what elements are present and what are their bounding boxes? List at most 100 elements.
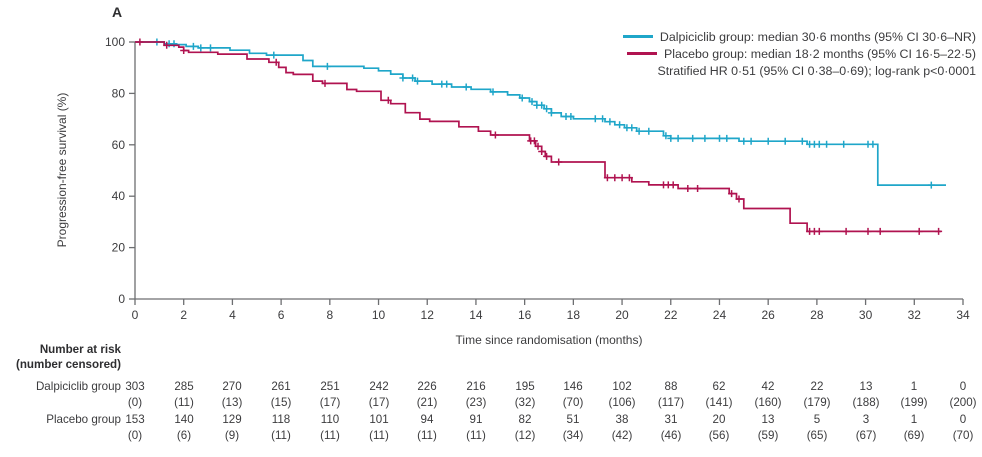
- censor-marks-placebo: [136, 38, 943, 235]
- km-curve-dalpiciclib: [135, 41, 946, 186]
- risk-cell-at-risk: 285: [174, 380, 194, 393]
- risk-cell-censored: (70): [952, 429, 974, 442]
- risk-cell-at-risk: 88: [664, 380, 678, 393]
- x-tick-label: 30: [859, 308, 873, 322]
- risk-cell-censored: (0): [127, 396, 143, 409]
- y-tick-label: 80: [112, 86, 126, 100]
- risk-cell-censored: (11): [466, 429, 486, 442]
- legend-row-hr: Stratified HR 0·51 (95% CI 0·38–0·69); l…: [623, 62, 976, 79]
- x-tick-label: 16: [518, 308, 532, 322]
- x-tick-label: 2: [180, 308, 187, 322]
- dalpiciclib-line-swatch: [622, 35, 653, 38]
- risk-cell-at-risk: 5: [813, 413, 821, 426]
- risk-cell-at-risk: 82: [518, 413, 532, 426]
- risk-cell-at-risk: 91: [469, 413, 483, 426]
- risk-cell-at-risk: 1: [910, 413, 918, 426]
- risk-cell-at-risk: 102: [612, 380, 632, 393]
- risk-cell-censored: (11): [417, 429, 437, 442]
- risk-cell-at-risk: 94: [420, 413, 434, 426]
- risk-cell-censored: (11): [320, 429, 340, 442]
- legend-hr-text: Stratified HR 0·51 (95% CI 0·38–0·69); l…: [657, 63, 976, 78]
- risk-cell-censored: (46): [660, 429, 682, 442]
- risk-table-header: Number at risk (number censored): [0, 342, 121, 372]
- risk-cell-at-risk: 118: [271, 413, 291, 426]
- legend: Dalpiciclib group: median 30·6 months (9…: [622, 28, 976, 79]
- risk-cell-censored: (67): [855, 429, 877, 442]
- risk-cell-censored: (12): [514, 429, 536, 442]
- risk-cell-censored: (106): [608, 396, 636, 409]
- legend-placebo-label: Placebo group: median 18·2 months (95% C…: [663, 46, 976, 61]
- risk-cell-at-risk: 303: [125, 380, 145, 393]
- placebo-line-swatch: [626, 52, 657, 55]
- risk-cell-censored: (11): [369, 429, 389, 442]
- axes-lines: [134, 42, 963, 300]
- risk-cell-at-risk: 146: [563, 380, 583, 393]
- risk-row-label: Placebo group: [46, 413, 121, 426]
- x-tick-label: 12: [421, 308, 435, 322]
- risk-cell-censored: (65): [806, 429, 828, 442]
- risk-cell-at-risk: 129: [222, 413, 242, 426]
- risk-cell-censored: (6): [176, 429, 192, 442]
- x-tick-label: 20: [615, 308, 629, 322]
- risk-cell-censored: (59): [757, 429, 779, 442]
- risk-cell-at-risk: 1: [910, 380, 918, 393]
- legend-row-placebo: Placebo group: median 18·2 months (95% C…: [623, 45, 976, 62]
- risk-cell-at-risk: 38: [615, 413, 629, 426]
- risk-cell-censored: (70): [562, 396, 584, 409]
- x-tick-label: 6: [278, 308, 285, 322]
- risk-cell-censored: (21): [416, 396, 438, 409]
- risk-cell-at-risk: 42: [761, 380, 775, 393]
- legend-dalpiciclib-label: Dalpiciclib group: median 30·6 months (9…: [659, 29, 976, 44]
- x-tick-label: 22: [664, 308, 678, 322]
- risk-cell-censored: (17): [368, 396, 390, 409]
- x-tick-label: 32: [908, 308, 922, 322]
- risk-cell-censored: (141): [705, 396, 733, 409]
- risk-cell-at-risk: 153: [125, 413, 145, 426]
- x-tick-label: 4: [229, 308, 236, 322]
- x-tick-label: 24: [713, 308, 727, 322]
- risk-cell-censored: (200): [949, 396, 977, 409]
- risk-cell-censored: (11): [271, 429, 291, 442]
- risk-table-subtitle: (number censored): [15, 358, 121, 371]
- risk-cell-censored: (34): [562, 429, 584, 442]
- risk-cell-at-risk: 195: [515, 380, 535, 393]
- panel-label: A: [112, 4, 123, 20]
- risk-cell-at-risk: 110: [320, 413, 340, 426]
- risk-cell-at-risk: 13: [859, 380, 873, 393]
- risk-cell-at-risk: 261: [271, 380, 291, 393]
- risk-cell-censored: (56): [708, 429, 730, 442]
- risk-cell-at-risk: 31: [664, 413, 678, 426]
- risk-cell-at-risk: 13: [761, 413, 775, 426]
- risk-cell-censored: (69): [903, 429, 925, 442]
- x-tick-label: 26: [761, 308, 775, 322]
- risk-cell-at-risk: 0: [959, 380, 967, 393]
- x-tick-label: 0: [132, 308, 139, 322]
- risk-cell-censored: (199): [900, 396, 928, 409]
- x-axis-label: Time since randomisation (months): [455, 333, 643, 347]
- risk-cell-censored: (9): [224, 429, 240, 442]
- risk-cell-censored: (0): [127, 429, 143, 442]
- risk-table-title: Number at risk: [39, 343, 121, 356]
- risk-cell-censored: (179): [803, 396, 831, 409]
- risk-cell-at-risk: 140: [174, 413, 194, 426]
- risk-cell-censored: (32): [514, 396, 536, 409]
- y-tick-label: 60: [112, 138, 126, 152]
- risk-cell-censored: (188): [852, 396, 880, 409]
- risk-cell-at-risk: 51: [566, 413, 580, 426]
- risk-cell-censored: (160): [754, 396, 782, 409]
- legend-row-dalpiciclib: Dalpiciclib group: median 30·6 months (9…: [622, 28, 976, 45]
- risk-cell-censored: (117): [657, 396, 685, 409]
- risk-cell-at-risk: 3: [862, 413, 870, 426]
- risk-cell-at-risk: 242: [369, 380, 389, 393]
- risk-cell-censored: (42): [611, 429, 633, 442]
- x-tick-label: 8: [326, 308, 333, 322]
- risk-cell-at-risk: 251: [320, 380, 340, 393]
- x-tick-label: 34: [956, 308, 970, 322]
- y-tick-label: 40: [112, 189, 126, 203]
- y-tick-label: 0: [118, 292, 125, 306]
- risk-cell-at-risk: 20: [712, 413, 726, 426]
- risk-cell-at-risk: 226: [417, 380, 437, 393]
- risk-cell-censored: (23): [465, 396, 487, 409]
